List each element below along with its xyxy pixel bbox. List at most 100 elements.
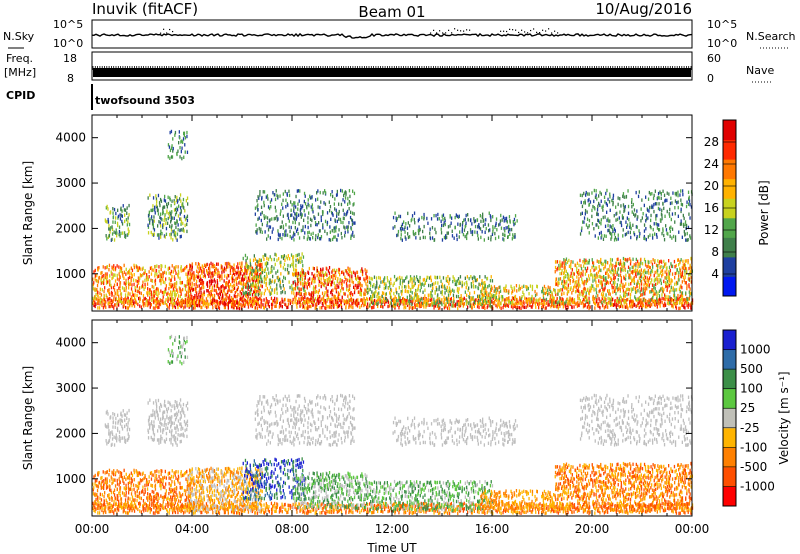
power-cell: [211, 293, 214, 298]
power-cell: [411, 302, 413, 306]
power-cell: [308, 300, 310, 304]
power-cell: [468, 295, 471, 300]
power-cell: [417, 295, 420, 299]
power-cell: [525, 285, 527, 289]
power-cell: [196, 294, 198, 298]
power-cell: [625, 282, 627, 286]
power-cell: [112, 304, 114, 309]
power-cell: [401, 299, 404, 304]
power-cell: [383, 279, 385, 283]
power-cell: [666, 288, 668, 292]
power-cell: [646, 264, 648, 269]
power-cell: [496, 287, 498, 291]
power-cell: [658, 273, 660, 277]
power-cell: [458, 287, 460, 291]
power-cell: [210, 271, 212, 275]
power-cell: [606, 268, 608, 272]
power-cell: [127, 291, 129, 295]
power-cell: [593, 296, 596, 301]
power-cell: [605, 297, 607, 302]
power-cell: [450, 296, 452, 301]
power-cell: [480, 301, 482, 306]
power-cell: [614, 299, 616, 303]
power-cell: [409, 301, 411, 305]
power-cell: [581, 277, 583, 281]
power-cell: [279, 301, 281, 306]
power-cell: [162, 274, 164, 278]
power-cell: [336, 279, 338, 283]
power-cell: [462, 297, 464, 302]
power-cell: [634, 286, 637, 291]
nsearch-tick-bottom: 10^0: [707, 37, 737, 50]
power-cell: [350, 305, 352, 309]
power-cell: [603, 296, 605, 300]
power-cell: [472, 283, 475, 288]
power-cell: [305, 272, 307, 276]
power-cell: [315, 198, 317, 202]
power-cell: [307, 271, 310, 275]
power-cell: [657, 291, 659, 295]
power-cell: [435, 299, 437, 303]
power-cell: [492, 306, 494, 311]
power-cell: [150, 208, 152, 213]
power-cell: [636, 284, 638, 289]
power-cell: [481, 281, 483, 286]
power-cell: [186, 196, 189, 200]
power-cell: [598, 297, 600, 301]
power-cell: [200, 277, 202, 281]
power-cell: [254, 299, 256, 303]
power-cell: [674, 271, 676, 276]
power-cell: [174, 277, 176, 281]
power-cell: [656, 296, 658, 301]
power-cell: [302, 304, 305, 309]
power-cell: [177, 275, 179, 279]
power-cell: [252, 276, 255, 280]
power-cell: [114, 279, 117, 283]
power-cell: [189, 297, 191, 301]
power-cell: [439, 300, 441, 304]
power-cell: [452, 275, 454, 279]
power-cell: [390, 277, 392, 282]
power-cell: [651, 283, 654, 287]
power-cell: [175, 293, 177, 297]
power-cell: [168, 286, 170, 291]
power-cell: [244, 298, 246, 303]
power-cell: [242, 256, 244, 261]
power-cell: [237, 266, 239, 270]
power-cell: [359, 305, 361, 309]
power-cell: [487, 299, 489, 303]
power-cell: [148, 210, 150, 214]
power-cell: [646, 305, 648, 309]
power-cell: [681, 285, 683, 290]
power-cell: [221, 274, 223, 278]
power-cell: [125, 286, 127, 290]
power-cell: [425, 278, 428, 282]
power-cell: [616, 257, 618, 262]
power-cell: [481, 292, 483, 297]
power-cell: [585, 281, 587, 285]
power-cell: [637, 289, 639, 293]
power-cell: [127, 293, 129, 297]
power-cell: [270, 296, 273, 301]
power-cell: [544, 291, 546, 296]
power-cell: [302, 281, 304, 286]
power-cell: [94, 304, 96, 309]
power-cell: [326, 267, 328, 271]
power-cell: [241, 292, 243, 296]
power-cell: [369, 287, 371, 292]
power-cell: [257, 274, 259, 279]
power-cell: [592, 298, 595, 302]
power-cell: [300, 303, 302, 307]
power-cell: [307, 280, 309, 285]
power-cell: [227, 296, 229, 300]
power-cell: [119, 284, 121, 289]
power-cell: [340, 282, 342, 286]
power-cell: [269, 225, 272, 229]
power-cell: [622, 282, 624, 287]
power-cell: [481, 288, 483, 292]
power-cell: [287, 254, 289, 258]
power-cell: [260, 258, 262, 262]
power-cell: [222, 288, 224, 293]
power-cell: [275, 189, 277, 193]
power-cell: [630, 259, 632, 263]
